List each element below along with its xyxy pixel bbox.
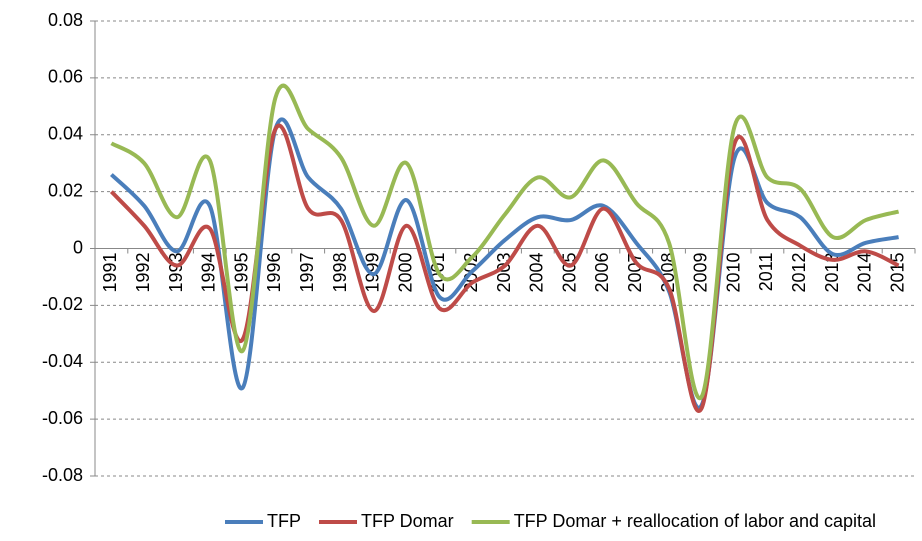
series-line	[110, 83, 900, 401]
y-tick-label: -0.06	[42, 408, 83, 428]
y-tick-label: -0.04	[42, 351, 83, 371]
x-tick-label: 2004	[527, 253, 547, 293]
y-tick-label: 0.06	[48, 67, 83, 87]
x-tick-label: 2010	[723, 253, 743, 293]
y-tick-label: 0.04	[48, 124, 83, 144]
x-tick-label: 1992	[133, 253, 153, 293]
x-tick-label: 2012	[789, 253, 809, 293]
legend-label: TFP Domar + reallocation of labor and ca…	[514, 511, 876, 531]
x-tick-label: 2014	[855, 253, 875, 293]
x-tick-label: 2011	[756, 253, 776, 292]
x-tick-label: 1995	[231, 253, 251, 293]
y-tick-label: -0.02	[42, 294, 83, 314]
x-tick-label: 1991	[100, 253, 120, 293]
x-tick-label: 2013	[822, 253, 842, 293]
x-tick-label: 1994	[199, 253, 219, 293]
x-tick-label: 2015	[887, 253, 907, 293]
x-tick-label: 1998	[330, 253, 350, 293]
legend-label: TFP Domar	[361, 511, 454, 531]
y-tick-label: -0.08	[42, 465, 83, 485]
x-tick-label: 1996	[264, 253, 284, 293]
x-tick-label: 1997	[297, 253, 317, 293]
y-tick-label: 0	[73, 237, 83, 257]
y-tick-label: 0.08	[48, 10, 83, 30]
series-line	[109, 123, 900, 413]
x-tick-label: 2007	[625, 253, 645, 293]
x-tick-label: 2006	[592, 253, 612, 293]
y-tick-label: 0.02	[48, 180, 83, 200]
x-tick-label: 2009	[691, 253, 711, 293]
x-tick-label: 2000	[395, 253, 415, 293]
legend-label: TFP	[267, 511, 301, 531]
